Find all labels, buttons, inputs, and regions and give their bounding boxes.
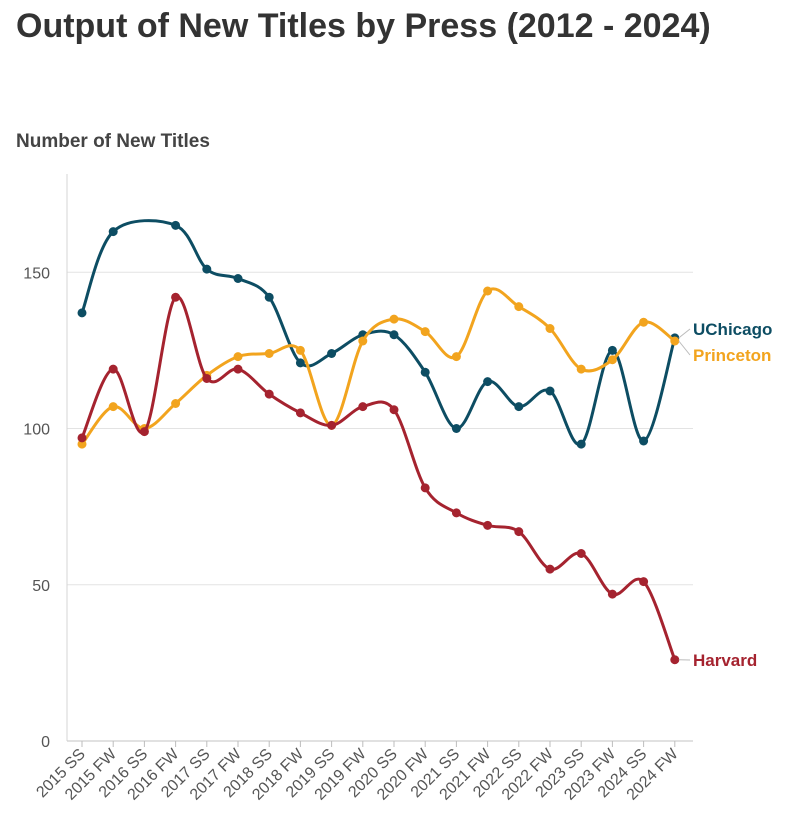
y-tick-label-150: 150 (23, 265, 50, 282)
series-line-harvard (80, 295, 677, 662)
data-point-princeton-16 (576, 364, 586, 374)
data-point-uchicago-12 (451, 424, 461, 433)
data-point-princeton-17 (607, 355, 617, 365)
series-label-harvard: Harvard (693, 651, 757, 670)
data-point-harvard-17 (607, 589, 617, 599)
data-point-harvard-15 (545, 564, 555, 574)
data-point-harvard-8 (327, 420, 337, 430)
data-point-uchicago-14 (514, 402, 524, 412)
series-labels: UChicago Princeton Harvard (678, 320, 772, 670)
series-label-connector-princeton (678, 340, 691, 356)
series-line-uchicago (80, 219, 677, 446)
series-uchicago (77, 219, 680, 449)
data-point-uchicago-0 (77, 308, 87, 318)
data-point-princeton-11 (420, 327, 430, 337)
data-point-harvard-18 (639, 577, 649, 587)
data-point-princeton-1 (108, 402, 118, 412)
series-harvard (77, 292, 680, 665)
data-point-harvard-2 (139, 427, 149, 437)
data-point-princeton-14 (514, 302, 524, 312)
series-label-princeton: Princeton (693, 346, 771, 365)
data-point-harvard-4 (202, 374, 212, 383)
data-point-uchicago-1 (108, 227, 118, 237)
data-point-uchicago-3 (171, 220, 181, 230)
data-point-harvard-9 (358, 402, 368, 412)
data-point-uchicago-15 (545, 386, 555, 396)
y-tick-label-50: 50 (32, 578, 50, 595)
data-point-uchicago-5 (233, 274, 243, 283)
data-point-uchicago-18 (639, 436, 649, 446)
gridlines (67, 271, 693, 586)
data-point-princeton-18 (639, 317, 649, 327)
data-point-princeton-7 (295, 345, 305, 355)
data-point-harvard-1 (108, 364, 118, 374)
data-point-princeton-13 (483, 286, 493, 296)
data-point-harvard-6 (264, 389, 274, 399)
data-point-princeton-6 (264, 349, 274, 358)
data-point-uchicago-11 (420, 367, 430, 377)
data-point-harvard-7 (295, 408, 305, 418)
data-point-harvard-11 (420, 483, 430, 493)
series-label-uchicago: UChicago (693, 320, 772, 339)
data-point-uchicago-6 (264, 292, 274, 302)
data-point-harvard-3 (171, 292, 181, 302)
data-point-uchicago-4 (202, 264, 212, 274)
data-point-princeton-15 (545, 324, 555, 333)
data-point-uchicago-17 (607, 345, 617, 355)
data-point-princeton-12 (451, 352, 461, 362)
y-tick-label-0: 0 (41, 734, 50, 751)
data-point-harvard-13 (483, 520, 493, 530)
data-point-princeton-0 (77, 439, 87, 449)
data-point-harvard-16 (576, 549, 586, 558)
y-tick-label-100: 100 (23, 422, 50, 439)
chart-title: Output of New Titles by Press (2012 - 20… (16, 7, 711, 45)
data-point-princeton-19 (670, 336, 680, 346)
data-point-princeton-9 (358, 336, 368, 346)
data-point-harvard-10 (389, 405, 399, 415)
data-point-harvard-5 (233, 364, 243, 374)
data-point-uchicago-10 (389, 330, 399, 340)
data-point-princeton-3 (171, 399, 181, 408)
data-point-uchicago-13 (483, 377, 493, 387)
data-point-harvard-0 (77, 433, 87, 443)
data-point-uchicago-8 (327, 349, 337, 358)
y-axis-title: Number of New Titles (16, 131, 210, 152)
series-label-connector-uchicago (678, 328, 691, 339)
data-point-uchicago-16 (576, 439, 586, 449)
data-point-harvard-14 (514, 527, 524, 537)
series-lines (77, 219, 680, 665)
data-point-uchicago-7 (295, 358, 305, 368)
data-point-harvard-12 (451, 508, 461, 518)
data-point-princeton-10 (389, 314, 399, 324)
data-point-princeton-5 (233, 352, 243, 362)
series-princeton (77, 286, 680, 449)
data-point-harvard-19 (670, 655, 680, 665)
series-line-princeton (80, 287, 677, 446)
